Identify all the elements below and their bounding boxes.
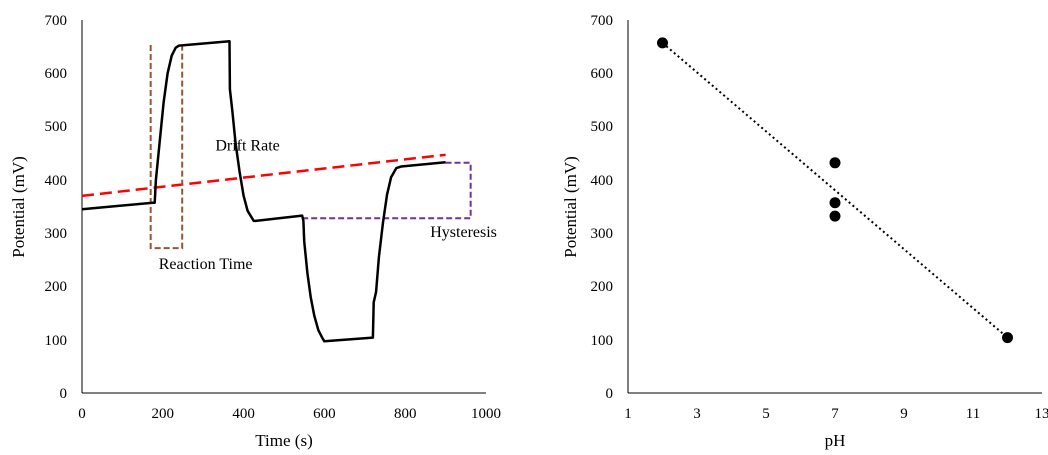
- y-tick-label: 600: [591, 66, 614, 82]
- scatter-point: [829, 210, 841, 222]
- x-tick-label: 1: [624, 406, 632, 422]
- y-tick-label: 700: [591, 13, 614, 29]
- y-axis-title: Potential (mV): [9, 156, 28, 258]
- scatter-point: [829, 197, 841, 209]
- hysteresis-label: Hysteresis: [430, 224, 497, 241]
- plot-area: [81, 20, 486, 394]
- x-tick-labels: 1 3 5 7 9 11 13: [624, 406, 1048, 422]
- x-tick-label: 800: [394, 406, 417, 422]
- y-tick-labels: 0 100 200 300 400 500 600 700: [591, 13, 614, 402]
- y-tick-labels: 0 100 200 300 400 500 600 700: [45, 13, 68, 402]
- x-tick-label: 11: [966, 406, 980, 422]
- x-tick-label: 7: [831, 406, 839, 422]
- y-tick-label: 200: [591, 279, 614, 295]
- plot-area: [627, 20, 1042, 394]
- y-tick-label: 500: [591, 119, 614, 135]
- y-tick-label: 200: [45, 279, 68, 295]
- y-tick-label: 300: [591, 226, 614, 242]
- reaction-time-bracket: [149, 45, 184, 250]
- scatter-point: [829, 157, 841, 169]
- x-tick-labels: 0 200 400 600 800 1000: [78, 406, 501, 422]
- y-tick-label: 0: [60, 386, 68, 402]
- trendline: [661, 42, 1009, 339]
- x-tick-label: 400: [232, 406, 255, 422]
- scatter-point: [657, 37, 668, 49]
- x-tick-label: 1000: [471, 406, 501, 422]
- time-potential-chart: 0 100 200 300 400 500 600 700 0 200 400 …: [9, 13, 501, 450]
- x-tick-label: 600: [313, 406, 336, 422]
- annotations: Drift Rate Reaction Time Hysteresis: [81, 45, 497, 273]
- x-axis-title: Time (s): [255, 431, 312, 450]
- hysteresis-bracket: [302, 161, 472, 220]
- x-tick-label: 9: [900, 406, 908, 422]
- x-tick-label: 200: [152, 406, 175, 422]
- y-tick-label: 400: [45, 173, 68, 189]
- reaction-time-label: Reaction Time: [159, 256, 253, 273]
- potential-series-line: [81, 40, 446, 343]
- x-tick-label: 3: [693, 406, 701, 422]
- x-tick-label: 0: [78, 406, 86, 422]
- drift-rate-label: Drift Rate: [215, 138, 279, 155]
- drift-rate-line: [81, 153, 446, 198]
- y-axis-title: Potential (mV): [561, 156, 580, 258]
- y-tick-label: 500: [45, 119, 68, 135]
- scatter-point: [1002, 332, 1013, 344]
- y-tick-label: 100: [591, 333, 614, 349]
- y-tick-label: 0: [606, 386, 614, 402]
- x-axis-title: pH: [825, 431, 846, 450]
- y-tick-label: 600: [45, 66, 68, 82]
- x-tick-label: 5: [762, 406, 770, 422]
- ph-potential-chart: 0 100 200 300 400 500 600 700 1 3 5 7 9 …: [561, 13, 1048, 450]
- y-tick-label: 700: [45, 13, 68, 29]
- y-tick-label: 100: [45, 333, 68, 349]
- y-tick-label: 300: [45, 226, 68, 242]
- y-tick-label: 400: [591, 173, 614, 189]
- x-tick-label: 13: [1035, 406, 1048, 422]
